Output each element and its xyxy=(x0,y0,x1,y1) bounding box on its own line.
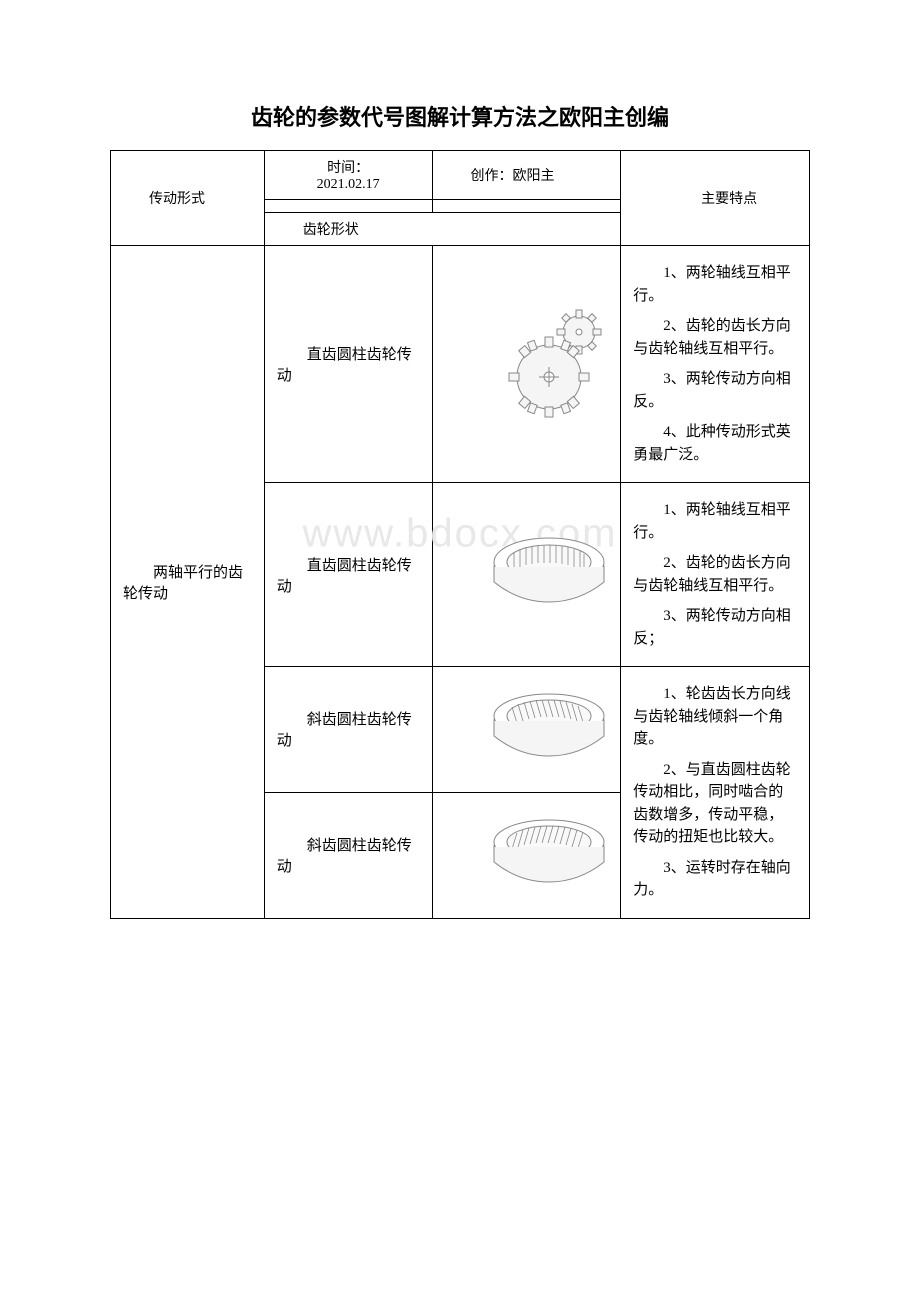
row-name: 直齿圆柱齿轮传动 xyxy=(264,246,432,483)
header-empty1 xyxy=(264,200,432,213)
row-desc: 1、两轮轴线互相平行。 2、齿轮的齿长方向与齿轮轴线互相平行。 3、两轮传动方向… xyxy=(621,246,810,483)
point: 2、齿轮的齿长方向与齿轮轴线互相平行。 xyxy=(633,315,797,360)
point: 1、两轮轴线互相平行。 xyxy=(633,262,797,307)
row-name: 直齿圆柱齿轮传动 xyxy=(264,483,432,667)
point: 2、与直齿圆柱齿轮传动相比，同时啮合的齿数增多，传动平稳，传动的扭矩也比较大。 xyxy=(633,759,797,849)
point: 4、此种传动形式英勇最广泛。 xyxy=(633,421,797,466)
gear-image-internal-spur xyxy=(432,483,621,667)
gear-image-helical-1 xyxy=(432,667,621,793)
header-author: 创作：欧阳主 xyxy=(432,151,621,200)
gear-image-helical-2 xyxy=(432,792,621,918)
row-name: 斜齿圆柱齿轮传动 xyxy=(264,667,432,793)
point: 3、两轮传动方向相反。 xyxy=(633,368,797,413)
header-col4: 主要特点 xyxy=(621,151,810,246)
page-title: 齿轮的参数代号图解计算方法之欧阳主创编 xyxy=(110,100,810,132)
gear-image-spur-pair xyxy=(432,246,621,483)
point: 3、两轮传动方向相反； xyxy=(633,605,797,650)
header-empty2 xyxy=(432,200,621,213)
header-col1: 传动形式 xyxy=(111,151,265,246)
header-shape: 齿轮形状 xyxy=(264,213,620,246)
row-desc: 1、两轮轴线互相平行。 2、齿轮的齿长方向与齿轮轴线互相平行。 3、两轮传动方向… xyxy=(621,483,810,667)
point: 3、运转时存在轴向力。 xyxy=(633,857,797,902)
point: 1、轮齿齿长方向线与齿轮轴线倾斜一个角度。 xyxy=(633,683,797,751)
point: 2、齿轮的齿长方向与齿轮轴线互相平行。 xyxy=(633,552,797,597)
time-value: 2021.02.17 xyxy=(317,177,380,192)
time-label: 时间： xyxy=(327,161,369,176)
row-desc: 1、轮齿齿长方向线与齿轮轴线倾斜一个角度。 2、与直齿圆柱齿轮传动相比，同时啮合… xyxy=(621,667,810,919)
row-name: 斜齿圆柱齿轮传动 xyxy=(264,792,432,918)
gear-table: 传动形式 时间： 2021.02.17 创作：欧阳主 主要特点 齿轮形状 两轴平… xyxy=(110,150,810,919)
header-time: 时间： 2021.02.17 xyxy=(264,151,432,200)
category-cell: 两轴平行的齿轮传动 xyxy=(111,246,265,919)
table-row: 两轴平行的齿轮传动 直齿圆柱齿轮传动 xyxy=(111,246,810,483)
point: 1、两轮轴线互相平行。 xyxy=(633,499,797,544)
